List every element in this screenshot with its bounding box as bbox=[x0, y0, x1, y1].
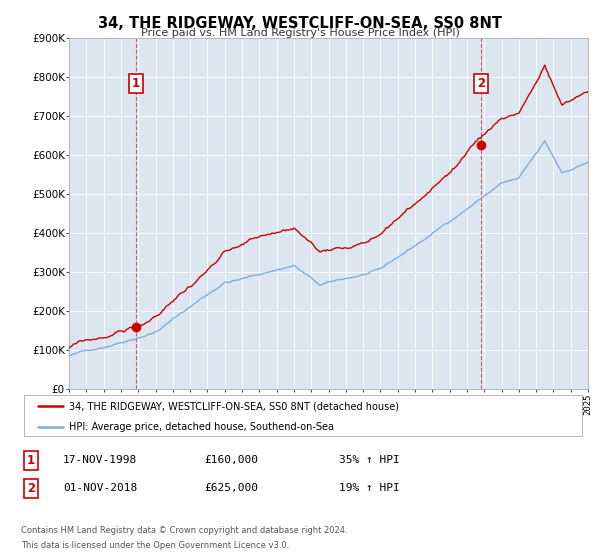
Text: 34, THE RIDGEWAY, WESTCLIFF-ON-SEA, SS0 8NT (detached house): 34, THE RIDGEWAY, WESTCLIFF-ON-SEA, SS0 … bbox=[68, 402, 398, 411]
Text: 1: 1 bbox=[132, 77, 140, 90]
Text: 2: 2 bbox=[27, 482, 35, 495]
Text: 19% ↑ HPI: 19% ↑ HPI bbox=[339, 483, 400, 493]
Text: 01-NOV-2018: 01-NOV-2018 bbox=[63, 483, 137, 493]
Text: £625,000: £625,000 bbox=[204, 483, 258, 493]
Text: 34, THE RIDGEWAY, WESTCLIFF-ON-SEA, SS0 8NT: 34, THE RIDGEWAY, WESTCLIFF-ON-SEA, SS0 … bbox=[98, 16, 502, 31]
Text: 1: 1 bbox=[27, 454, 35, 467]
Text: 17-NOV-1998: 17-NOV-1998 bbox=[63, 455, 137, 465]
Text: 2: 2 bbox=[477, 77, 485, 90]
Text: HPI: Average price, detached house, Southend-on-Sea: HPI: Average price, detached house, Sout… bbox=[68, 422, 334, 432]
Text: Contains HM Land Registry data © Crown copyright and database right 2024.: Contains HM Land Registry data © Crown c… bbox=[21, 526, 347, 535]
Text: This data is licensed under the Open Government Licence v3.0.: This data is licensed under the Open Gov… bbox=[21, 542, 289, 550]
Text: 35% ↑ HPI: 35% ↑ HPI bbox=[339, 455, 400, 465]
Text: Price paid vs. HM Land Registry's House Price Index (HPI): Price paid vs. HM Land Registry's House … bbox=[140, 28, 460, 38]
Text: £160,000: £160,000 bbox=[204, 455, 258, 465]
